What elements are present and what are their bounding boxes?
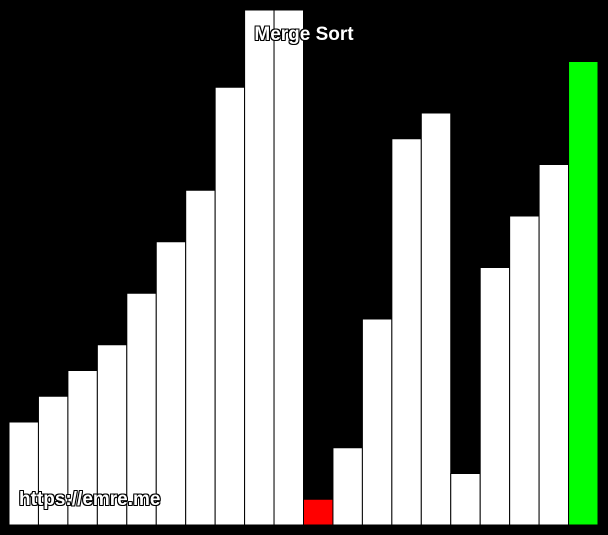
bar-4: [96, 344, 128, 526]
bar-16: [450, 473, 481, 526]
bar-11-compare: [303, 498, 334, 526]
bar-2: [37, 395, 69, 526]
bar-7: [185, 189, 216, 526]
bar-3: [67, 370, 98, 526]
bar-12: [332, 447, 363, 526]
bar-17: [479, 267, 511, 526]
bar-group: [8, 9, 599, 526]
bar-6: [155, 241, 187, 526]
bar-9: [244, 9, 275, 526]
bar-14: [391, 138, 422, 526]
bar-10: [273, 9, 304, 526]
bar-8: [214, 86, 246, 526]
bar-13: [361, 318, 393, 526]
bar-19: [538, 164, 570, 526]
bar-18: [509, 215, 540, 526]
bar-20-write: [568, 61, 599, 526]
bar-5: [126, 292, 157, 526]
bar-1: [8, 421, 39, 526]
bar-15: [420, 112, 452, 526]
